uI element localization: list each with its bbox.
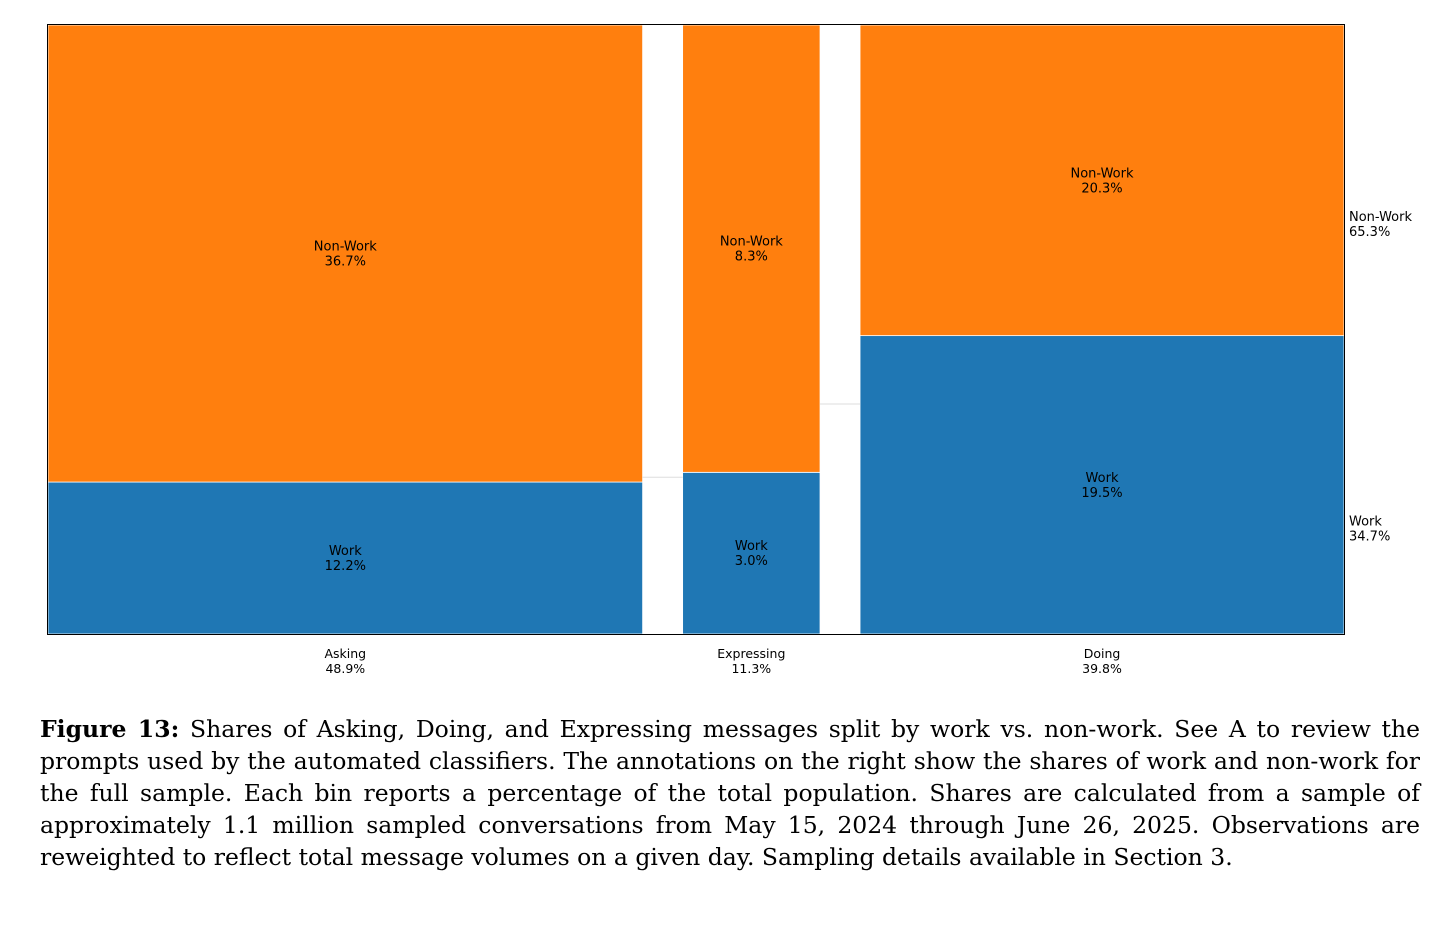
total-work-value: 34.7%	[1349, 529, 1390, 544]
x-tick-asking-share: 48.9%	[325, 661, 365, 676]
cell-asking-work	[47, 481, 644, 635]
mosaic-chart-svg: Work12.2%Non-Work36.7%Work3.0%Non-Work8.…	[47, 24, 1412, 676]
cell-expressing-non-work	[682, 24, 821, 473]
x-tick-doing-name: Doing	[1084, 646, 1121, 661]
cell-doing-non-work	[859, 24, 1345, 337]
total-work-name: Work	[1349, 514, 1382, 529]
total-non-work-value: 65.3%	[1349, 225, 1390, 240]
total-non-work-name: Non-Work	[1349, 210, 1412, 225]
axes-frame	[47, 24, 1345, 635]
cell-asking-non-work	[47, 24, 644, 483]
cell-doing-non-work-name: Non-Work	[1071, 166, 1134, 181]
cell-expressing-non-work-name: Non-Work	[720, 235, 783, 250]
caption-label: Figure 13:	[40, 715, 180, 743]
cell-expressing-work-value: 3.0%	[735, 554, 768, 569]
cell-labels-layer: Work12.2%Non-Work36.7%Work3.0%Non-Work8.…	[314, 166, 1134, 574]
cell-doing-work-value: 19.5%	[1081, 486, 1122, 501]
cell-doing-work	[859, 335, 1345, 635]
cell-asking-non-work-value: 36.7%	[325, 255, 366, 270]
x-tick-doing-share: 39.8%	[1082, 661, 1122, 676]
cell-expressing-work-name: Work	[735, 539, 768, 554]
cell-asking-non-work-name: Non-Work	[314, 240, 377, 255]
gap-lines-layer	[642, 403, 861, 478]
cell-doing-work-name: Work	[1086, 471, 1119, 486]
caption-text: Shares of Asking, Doing, and Expressing …	[40, 715, 1420, 871]
cell-asking-work-value: 12.2%	[325, 559, 366, 574]
x-tick-expressing-name: Expressing	[717, 646, 785, 661]
x-tick-expressing-share: 11.3%	[731, 661, 771, 676]
figure-caption: Figure 13: Shares of Asking, Doing, and …	[40, 713, 1420, 873]
cells-layer	[47, 24, 1345, 635]
x-tick-asking-name: Asking	[324, 646, 366, 661]
mosaic-chart: Work 12.2% Non-Work 36.7% Work 3.0% Non-Work 8.…	[47, 24, 1412, 676]
cell-asking-work-name: Work	[329, 544, 362, 559]
cell-doing-non-work-value: 20.3%	[1081, 181, 1122, 196]
cell-expressing-non-work-value: 8.3%	[735, 250, 768, 265]
